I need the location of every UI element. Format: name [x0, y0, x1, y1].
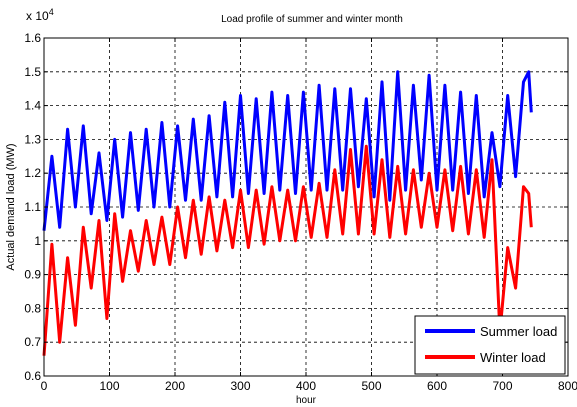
ticks: 0 100 200 300 400 500 600 700 800 0.6 0.7 0.8 0.9 1 1.… [24, 31, 577, 393]
y-tick-label: 0.6 [24, 369, 41, 383]
y-tick-label: 1.6 [24, 31, 41, 45]
legend-box [414, 315, 566, 375]
y-tick-label: 0.8 [24, 301, 41, 315]
y-tick-label: 1.1 [24, 200, 41, 214]
x-tick-label: 0 [41, 379, 48, 393]
x-tick-label: 800 [558, 379, 577, 393]
x-tick-label: 500 [361, 379, 381, 393]
y-tick-label: 0.9 [24, 268, 41, 282]
x-axis-label: hour [296, 395, 317, 406]
y-tick-label: 0.7 [24, 335, 41, 349]
y-exponent-label: x 104 [26, 7, 54, 23]
y-tick-label: 1.4 [24, 99, 41, 113]
x-tick-label: 600 [427, 379, 447, 393]
x-tick-label: 400 [296, 379, 316, 393]
series-line-winter [42, 144, 533, 356]
x-tick-label: 700 [492, 379, 512, 393]
y-axis-label: Actual demand load (MW) [5, 143, 17, 270]
legend-label-winter: Winter load [480, 350, 546, 365]
x-tick-label: 100 [99, 379, 119, 393]
legend-label-summer: Summer load [480, 324, 557, 339]
y-exponent-power: 4 [49, 7, 54, 17]
y-exponent-base: x 10 [26, 9, 49, 23]
chart-title: Load profile of summer and winter month [221, 14, 403, 25]
legend: Summer load Winter load [414, 315, 566, 375]
y-tick-label: 1.2 [24, 166, 41, 180]
y-tick-label: 1 [34, 234, 41, 248]
series-line-summer [42, 70, 533, 231]
x-tick-label: 300 [230, 379, 250, 393]
y-tick-label: 1.3 [24, 132, 41, 146]
x-tick-label: 200 [165, 379, 185, 393]
y-tick-label: 1.5 [24, 65, 41, 79]
series-group [42, 70, 533, 356]
